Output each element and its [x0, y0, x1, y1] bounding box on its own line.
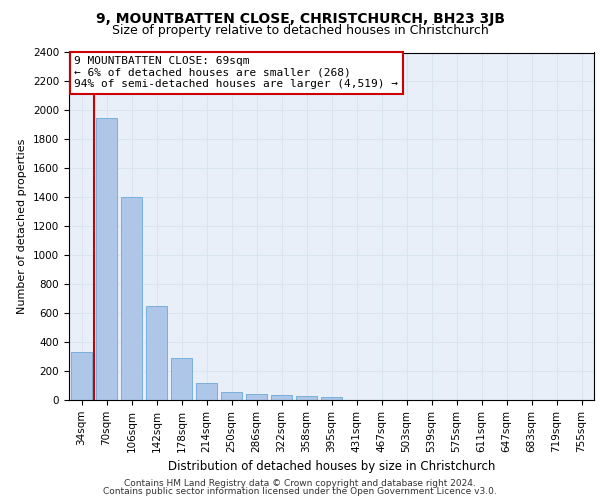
Bar: [221, 392, 242, 400]
Text: 9 MOUNTBATTEN CLOSE: 69sqm
← 6% of detached houses are smaller (268)
94% of semi: 9 MOUNTBATTEN CLOSE: 69sqm ← 6% of detac…: [74, 56, 398, 89]
Text: Contains public sector information licensed under the Open Government Licence v3: Contains public sector information licen…: [103, 487, 497, 496]
Y-axis label: Number of detached properties: Number of detached properties: [17, 138, 28, 314]
Bar: [96, 118, 117, 400]
Text: 9, MOUNTBATTEN CLOSE, CHRISTCHURCH, BH23 3JB: 9, MOUNTBATTEN CLOSE, CHRISTCHURCH, BH23…: [95, 12, 505, 26]
Text: Contains HM Land Registry data © Crown copyright and database right 2024.: Contains HM Land Registry data © Crown c…: [124, 478, 476, 488]
Bar: [271, 396, 292, 400]
Bar: [321, 397, 342, 400]
X-axis label: Distribution of detached houses by size in Christchurch: Distribution of detached houses by size …: [168, 460, 495, 473]
Bar: [171, 358, 192, 400]
Bar: [296, 396, 317, 400]
Bar: [71, 352, 92, 400]
Text: Size of property relative to detached houses in Christchurch: Size of property relative to detached ho…: [112, 24, 488, 37]
Bar: [196, 384, 217, 400]
Bar: [246, 394, 267, 400]
Bar: [146, 306, 167, 400]
Bar: [121, 198, 142, 400]
